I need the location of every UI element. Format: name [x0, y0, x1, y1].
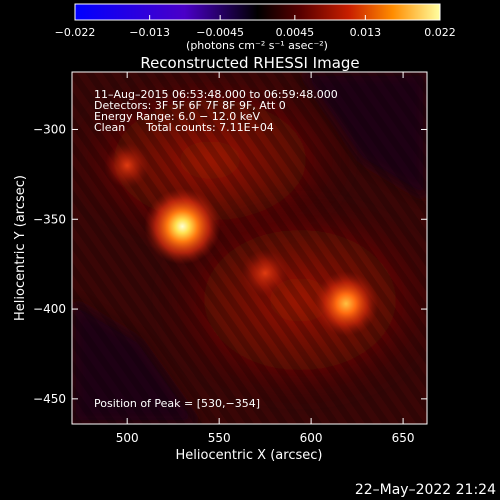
x-axis-label: Heliocentric X (arcsec) [176, 448, 323, 463]
y-tick-label: −450 [33, 392, 66, 406]
chart-title: Reconstructed RHESSI Image [140, 54, 359, 72]
x-axis-ticks: 500 550 600 650 [116, 72, 415, 445]
x-tick-label: 500 [116, 431, 139, 445]
colorbar-tick-label: 0.013 [350, 26, 382, 39]
emission-source [313, 271, 379, 337]
colorbar-tick-label: −0.013 [129, 26, 170, 39]
colorbar-units-label: (photons cm⁻² s⁻¹ asec⁻²) [186, 39, 328, 52]
annotations: 11–Aug–2015 06:53:48.000 to 06:59:48.000… [94, 88, 338, 410]
emission-source [144, 188, 221, 265]
x-tick-label: 600 [300, 431, 323, 445]
ripple-texture [72, 72, 427, 424]
y-tick-label: −400 [33, 302, 66, 316]
plot-frame [71, 71, 428, 425]
y-axis-label: Heliocentric Y (arcsec) [13, 175, 28, 321]
emission-source [241, 249, 289, 297]
colorbar: −0.022 −0.013 −0.0045 0.0045 0.013 0.022 (pho… [55, 3, 456, 52]
colorbar-tick-label: −0.022 [55, 26, 96, 39]
colorbar-ticks: −0.022 −0.013 −0.0045 0.0045 0.013 0.022 [55, 15, 456, 39]
sources-layer [104, 142, 379, 337]
annotation-peak-position: Position of Peak = [530,−354] [94, 397, 260, 410]
colorbar-tick-label: −0.0045 [196, 26, 244, 39]
colorbar-tick-label: 0.022 [424, 26, 456, 39]
y-tick-label: −350 [33, 212, 66, 226]
y-axis-ticks: −300 −350 −400 −450 [33, 122, 427, 406]
annotation-energy-range: Energy Range: 6.0 − 12.0 keV [94, 110, 261, 123]
colorbar-tick-label: 0.0045 [276, 26, 315, 39]
y-tick-label: −300 [33, 122, 66, 136]
annotation-time-range: 11–Aug–2015 06:53:48.000 to 06:59:48.000 [94, 88, 338, 101]
annotation-detectors: Detectors: 3F 5F 6F 7F 8F 9F, Att 0 [94, 99, 286, 112]
emission-source [104, 142, 150, 189]
x-tick-label: 550 [208, 431, 231, 445]
footer-date: 22–May–2022 21:24 [355, 482, 496, 498]
annotation-total-counts: Total counts: 7.11E+04 [145, 121, 274, 134]
colorbar-gradient [74, 3, 441, 21]
x-tick-label: 650 [392, 431, 415, 445]
annotation-method: Clean [94, 121, 125, 134]
heatmap-image [72, 72, 427, 424]
